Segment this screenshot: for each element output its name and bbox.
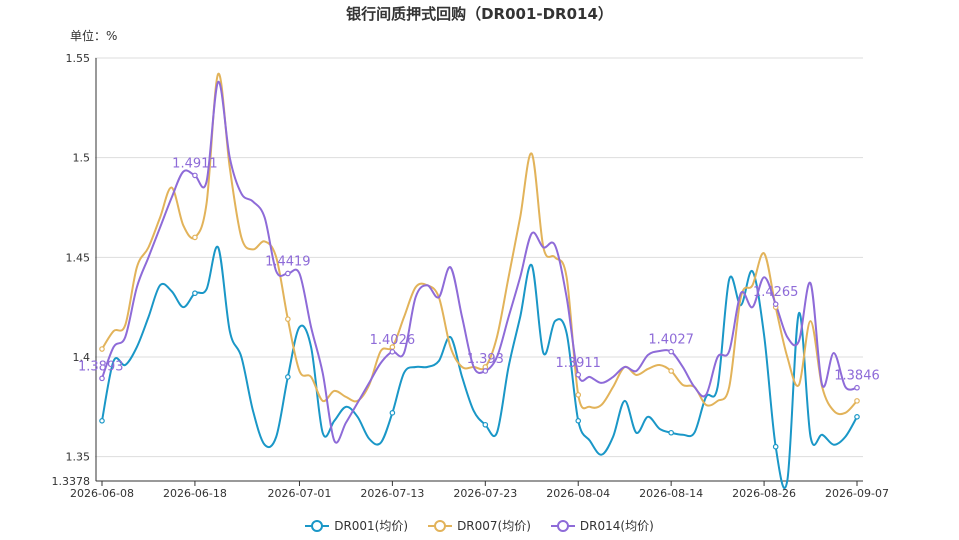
- grid-lines: [95, 57, 863, 482]
- data-point-marker: [575, 392, 582, 398]
- data-point-marker: [772, 443, 779, 450]
- x-tick-label: 2026-06-08: [70, 487, 134, 500]
- data-point-marker: [575, 417, 582, 424]
- data-label: 1.4026: [370, 333, 416, 348]
- data-point-marker: [389, 349, 396, 355]
- legend-label: DR007(均价): [457, 519, 531, 533]
- data-point-marker: [575, 371, 582, 378]
- data-point-marker: [99, 375, 105, 382]
- x-tick-label: 2026-06-18: [163, 487, 227, 500]
- legend-label: DR014(均价): [579, 519, 654, 533]
- y-axis-ticks: 1.3378 1.35 1.4 1.45 1.5 1.55: [52, 52, 91, 488]
- data-labels: 1.3893 1.4911 1.4419 1.4026 1.393 1.3911 1.402…: [78, 156, 880, 383]
- x-tick-label: 2026-07-13: [360, 487, 424, 500]
- legend-item-1[interactable]: DR007(均价): [428, 517, 531, 534]
- data-label: 1.393: [467, 352, 504, 367]
- data-point-marker: [99, 346, 105, 352]
- y-tick-label: 1.5: [73, 152, 91, 165]
- data-point-marker: [192, 172, 198, 179]
- data-point-marker: [482, 368, 489, 374]
- x-axis-ticks: 2026-06-08 2026-06-18 2026-07-01 2026-07-13…: [70, 481, 889, 500]
- legend-swatch-icon: [305, 519, 330, 532]
- x-tick-label: 2026-08-04: [546, 487, 610, 500]
- data-point-marker: [772, 301, 779, 307]
- data-point-marker: [854, 384, 860, 391]
- series-line-0: [101, 245, 858, 490]
- legend-item-0[interactable]: DR001(均价): [305, 517, 408, 534]
- legend-swatch-icon: [428, 519, 453, 532]
- data-point-marker: [99, 417, 105, 424]
- y-tick-label: 1.3378: [52, 475, 91, 488]
- chart-title: 银行间质押式回购（DR001-DR014）: [346, 5, 613, 23]
- data-point-marker: [482, 421, 489, 428]
- data-point-marker: [668, 429, 674, 436]
- series-markers: [99, 172, 860, 450]
- x-tick-label: 2026-08-26: [732, 487, 796, 500]
- data-point-marker: [854, 398, 860, 404]
- x-tick-label: 2026-07-01: [267, 487, 331, 500]
- y-tick-label: 1.45: [66, 251, 91, 264]
- y-tick-label: 1.55: [66, 52, 91, 65]
- y-tick-label: 1.4: [73, 351, 91, 364]
- data-point-marker: [285, 316, 291, 322]
- data-label: 1.3893: [78, 359, 124, 374]
- x-tick-label: 2026-07-23: [453, 487, 517, 500]
- data-label: 1.4911: [172, 156, 218, 171]
- data-point-marker: [389, 410, 396, 416]
- x-tick-label: 2026-08-14: [639, 487, 703, 500]
- series-lines: [101, 72, 858, 490]
- data-label: 1.4027: [648, 333, 694, 348]
- data-point-marker: [668, 368, 674, 374]
- data-point-marker: [192, 234, 198, 241]
- data-point-marker: [192, 290, 198, 297]
- y-tick-label: 1.35: [66, 451, 91, 464]
- data-point-marker: [854, 414, 860, 420]
- data-label: 1.3846: [834, 369, 880, 384]
- data-label: 1.3911: [555, 356, 601, 371]
- data-point-marker: [285, 270, 291, 277]
- legend-item-2[interactable]: DR014(均价): [550, 517, 654, 534]
- data-point-marker: [668, 348, 674, 355]
- data-label: 1.4265: [753, 285, 799, 300]
- y-axis-unit-label: 单位：%: [70, 29, 118, 43]
- series-line-2: [101, 80, 858, 444]
- x-tick-label: 2026-09-07: [825, 487, 889, 500]
- legend-swatch-icon: [550, 519, 575, 532]
- data-label: 1.4419: [265, 254, 311, 269]
- data-point-marker: [285, 374, 291, 380]
- legend-label: DR001(均价): [334, 519, 409, 533]
- legend: DR001(均价) DR007(均价) DR014(均价): [0, 517, 959, 534]
